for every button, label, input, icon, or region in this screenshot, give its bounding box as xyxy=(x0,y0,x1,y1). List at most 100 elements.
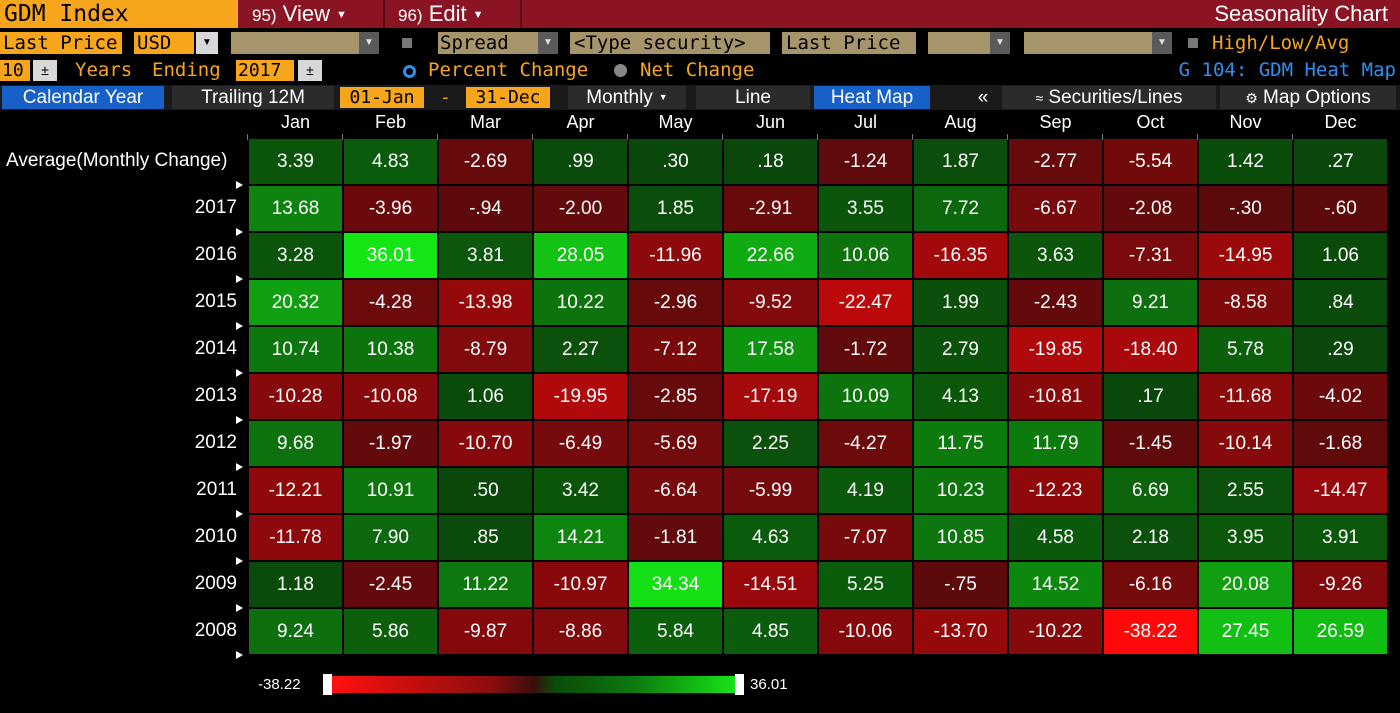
heat-map-cell[interactable]: -5.99 xyxy=(724,468,817,513)
heat-map-cell[interactable]: 27.45 xyxy=(1199,609,1292,654)
heat-map-cell[interactable]: -10.22 xyxy=(1009,609,1102,654)
heat-map-cell[interactable]: 26.59 xyxy=(1294,609,1387,654)
heat-map-cell[interactable]: -.60 xyxy=(1294,186,1387,231)
heat-map-cell[interactable]: -11.68 xyxy=(1199,374,1292,419)
heat-map-cell[interactable]: .50 xyxy=(439,468,532,513)
heat-map-cell[interactable]: -6.16 xyxy=(1104,562,1197,607)
heat-map-cell[interactable]: 7.72 xyxy=(914,186,1007,231)
dropdown-icon[interactable]: ▼ xyxy=(1152,32,1172,54)
heat-map-cell[interactable]: 10.38 xyxy=(344,327,437,372)
heat-map-cell[interactable]: 4.19 xyxy=(819,468,912,513)
heat-map-cell[interactable]: -1.24 xyxy=(819,139,912,184)
heat-map-cell[interactable]: -19.85 xyxy=(1009,327,1102,372)
heat-map-cell[interactable]: -4.28 xyxy=(344,280,437,325)
heat-map-cell[interactable]: 4.58 xyxy=(1009,515,1102,560)
heat-map-cell[interactable]: 4.83 xyxy=(344,139,437,184)
heat-map-cell[interactable]: 6.69 xyxy=(1104,468,1197,513)
dropdown-icon[interactable]: ▼ xyxy=(990,32,1010,54)
heat-map-cell[interactable]: -5.69 xyxy=(629,421,722,466)
heat-map-cell[interactable]: -7.07 xyxy=(819,515,912,560)
spread-select[interactable]: Spread xyxy=(438,32,538,54)
heat-map-cell[interactable]: -4.27 xyxy=(819,421,912,466)
heat-map-cell[interactable]: .30 xyxy=(629,139,722,184)
heat-map-cell[interactable]: 4.85 xyxy=(724,609,817,654)
heat-map-cell[interactable]: -9.52 xyxy=(724,280,817,325)
heat-map-cell[interactable]: 3.91 xyxy=(1294,515,1387,560)
heat-map-cell[interactable]: -18.40 xyxy=(1104,327,1197,372)
heat-map-cell[interactable]: 1.87 xyxy=(914,139,1007,184)
heat-map-cell[interactable]: -11.78 xyxy=(249,515,342,560)
start-date-input[interactable]: 01-Jan xyxy=(340,87,424,108)
heat-map-cell[interactable]: -1.81 xyxy=(629,515,722,560)
heat-map-cell[interactable]: -7.31 xyxy=(1104,233,1197,278)
heat-map-cell[interactable]: -4.02 xyxy=(1294,374,1387,419)
heat-map-cell[interactable]: -6.49 xyxy=(534,421,627,466)
heat-map-cell[interactable]: -12.23 xyxy=(1009,468,1102,513)
heat-map-cell[interactable]: -11.96 xyxy=(629,233,722,278)
tab-heat-map[interactable]: Heat Map xyxy=(814,86,930,109)
heat-map-cell[interactable]: .99 xyxy=(534,139,627,184)
heat-map-cell[interactable]: 3.81 xyxy=(439,233,532,278)
heat-map-cell[interactable]: -3.96 xyxy=(344,186,437,231)
heat-map-cell[interactable]: -10.06 xyxy=(819,609,912,654)
heat-map-cell[interactable]: 14.52 xyxy=(1009,562,1102,607)
field-select[interactable]: Last Price xyxy=(0,32,122,54)
heat-map-cell[interactable]: -16.35 xyxy=(914,233,1007,278)
heat-map-cell[interactable]: -17.19 xyxy=(724,374,817,419)
heat-map-cell[interactable]: .17 xyxy=(1104,374,1197,419)
heat-map-cell[interactable]: -9.87 xyxy=(439,609,532,654)
high-low-avg-checkbox[interactable] xyxy=(1188,38,1198,48)
heat-map-cell[interactable]: .84 xyxy=(1294,280,1387,325)
heat-map-cell[interactable]: -1.68 xyxy=(1294,421,1387,466)
blank-field-2[interactable] xyxy=(928,32,990,54)
net-change-radio[interactable] xyxy=(614,64,627,77)
security-ticker[interactable]: GDM Index xyxy=(0,0,238,28)
heat-map-cell[interactable]: -2.77 xyxy=(1009,139,1102,184)
heat-map-cell[interactable]: -10.97 xyxy=(534,562,627,607)
spread-checkbox[interactable] xyxy=(402,38,412,48)
heat-map-cell[interactable]: -2.08 xyxy=(1104,186,1197,231)
heat-map-cell[interactable]: 7.90 xyxy=(344,515,437,560)
percent-change-label[interactable]: Percent Change xyxy=(428,59,589,81)
heat-map-cell[interactable]: -10.28 xyxy=(249,374,342,419)
heat-map-cell[interactable]: 1.06 xyxy=(1294,233,1387,278)
heat-map-cell[interactable]: -14.47 xyxy=(1294,468,1387,513)
tab-line[interactable]: Line xyxy=(696,86,810,109)
heat-map-cell[interactable]: -14.95 xyxy=(1199,233,1292,278)
heat-map-cell[interactable]: -8.58 xyxy=(1199,280,1292,325)
heat-map-cell[interactable]: 20.08 xyxy=(1199,562,1292,607)
view-menu[interactable]: 95) View ▼ xyxy=(252,0,347,28)
heat-map-cell[interactable]: -6.67 xyxy=(1009,186,1102,231)
heat-map-cell[interactable]: 10.06 xyxy=(819,233,912,278)
heat-map-cell[interactable]: 3.95 xyxy=(1199,515,1292,560)
heat-map-cell[interactable]: -5.54 xyxy=(1104,139,1197,184)
heat-map-cell[interactable]: -10.81 xyxy=(1009,374,1102,419)
heat-map-cell[interactable]: 10.91 xyxy=(344,468,437,513)
heat-map-cell[interactable]: -2.69 xyxy=(439,139,532,184)
years-input[interactable]: 10 xyxy=(0,60,30,81)
heat-map-cell[interactable]: -9.26 xyxy=(1294,562,1387,607)
heat-map-cell[interactable]: -10.70 xyxy=(439,421,532,466)
heat-map-cell[interactable]: 2.55 xyxy=(1199,468,1292,513)
heat-map-cell[interactable]: 28.05 xyxy=(534,233,627,278)
price-field-2[interactable]: Last Price xyxy=(782,32,916,54)
collapse-icon[interactable]: « xyxy=(977,87,989,108)
heat-map-cell[interactable]: -7.12 xyxy=(629,327,722,372)
percent-change-radio[interactable] xyxy=(403,65,416,78)
security-input[interactable]: <Type security> xyxy=(570,32,770,54)
ending-year-stepper-icon[interactable]: ± xyxy=(298,60,322,81)
heat-map-cell[interactable]: 5.86 xyxy=(344,609,437,654)
heat-map-cell[interactable]: -13.70 xyxy=(914,609,1007,654)
spread-dropdown-icon[interactable]: ▼ xyxy=(538,32,558,54)
heat-map-cell[interactable]: -2.85 xyxy=(629,374,722,419)
heat-map-cell[interactable]: .85 xyxy=(439,515,532,560)
heat-map-cell[interactable]: -2.91 xyxy=(724,186,817,231)
heat-map-cell[interactable]: 1.85 xyxy=(629,186,722,231)
heat-map-cell[interactable]: -1.97 xyxy=(344,421,437,466)
dropdown-icon[interactable]: ▼ xyxy=(359,32,379,54)
heat-map-cell[interactable]: -.75 xyxy=(914,562,1007,607)
heat-map-cell[interactable]: 22.66 xyxy=(724,233,817,278)
heat-map-cell[interactable]: 1.42 xyxy=(1199,139,1292,184)
heat-map-cell[interactable]: -2.96 xyxy=(629,280,722,325)
currency-select[interactable]: USD xyxy=(134,32,194,54)
